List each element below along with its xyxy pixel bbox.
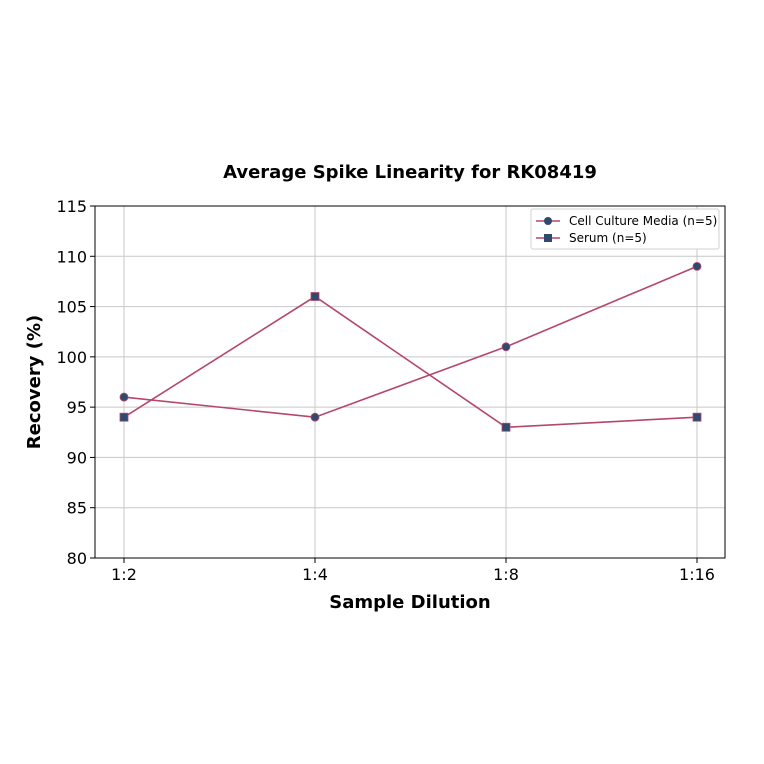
x-axis-ticks: 1:2 1:4 1:8 1:16 bbox=[111, 558, 715, 584]
y-tick-label: 95 bbox=[67, 398, 87, 417]
legend-box bbox=[530, 208, 720, 250]
x-axis-label: Sample Dilution bbox=[329, 592, 490, 613]
data-point-circle bbox=[310, 412, 320, 422]
y-tick-label: 80 bbox=[67, 549, 87, 568]
data-series bbox=[119, 261, 702, 432]
series-line bbox=[123, 295, 698, 429]
data-point-square bbox=[501, 422, 511, 432]
y-tick-label: 115 bbox=[56, 197, 87, 216]
data-point-square bbox=[692, 412, 702, 422]
y-tick-label: 90 bbox=[67, 448, 87, 467]
x-tick-label: 1:16 bbox=[679, 565, 715, 584]
y-axis-ticks: 80 85 90 95 100 105 110 115 bbox=[56, 197, 95, 568]
data-point-square bbox=[119, 412, 129, 422]
y-tick-label: 100 bbox=[56, 348, 87, 367]
y-tick-label: 85 bbox=[67, 499, 87, 518]
plot-area-frame bbox=[94, 205, 726, 559]
x-tick-label: 1:4 bbox=[302, 565, 328, 584]
legend-circle-icon bbox=[544, 217, 552, 225]
x-tick-label: 1:8 bbox=[493, 565, 519, 584]
data-point-circle bbox=[692, 261, 702, 271]
y-tick-label: 110 bbox=[56, 247, 87, 266]
series-line bbox=[123, 265, 698, 419]
y-tick-label: 105 bbox=[56, 298, 87, 317]
legend: Cell Culture Media (n=5) Serum (n=5) bbox=[530, 208, 720, 250]
data-point-square bbox=[310, 292, 320, 301]
y-axis-label: Recovery (%) bbox=[24, 315, 45, 449]
legend-label: Serum (n=5) bbox=[569, 231, 647, 245]
x-tick-label: 1:2 bbox=[111, 565, 137, 584]
legend-label: Cell Culture Media (n=5) bbox=[569, 214, 717, 228]
data-point-circle bbox=[119, 392, 129, 402]
chart-title: Average Spike Linearity for RK08419 bbox=[223, 162, 597, 183]
data-point-circle bbox=[501, 342, 511, 352]
legend-square-icon bbox=[544, 234, 552, 242]
